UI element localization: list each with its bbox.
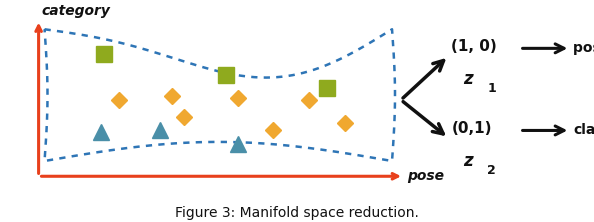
Text: category: category — [42, 4, 110, 18]
Text: z: z — [463, 70, 473, 88]
Text: 1: 1 — [487, 82, 496, 95]
Text: (1, 0): (1, 0) — [451, 39, 497, 54]
Text: pose estimation: pose estimation — [573, 41, 594, 55]
Text: classification: classification — [573, 123, 594, 137]
Text: 2: 2 — [487, 164, 496, 177]
Text: pose: pose — [407, 169, 444, 183]
Text: (0,1): (0,1) — [451, 121, 492, 136]
Text: Figure 3: Manifold space reduction.: Figure 3: Manifold space reduction. — [175, 206, 419, 220]
Text: z: z — [463, 152, 473, 170]
